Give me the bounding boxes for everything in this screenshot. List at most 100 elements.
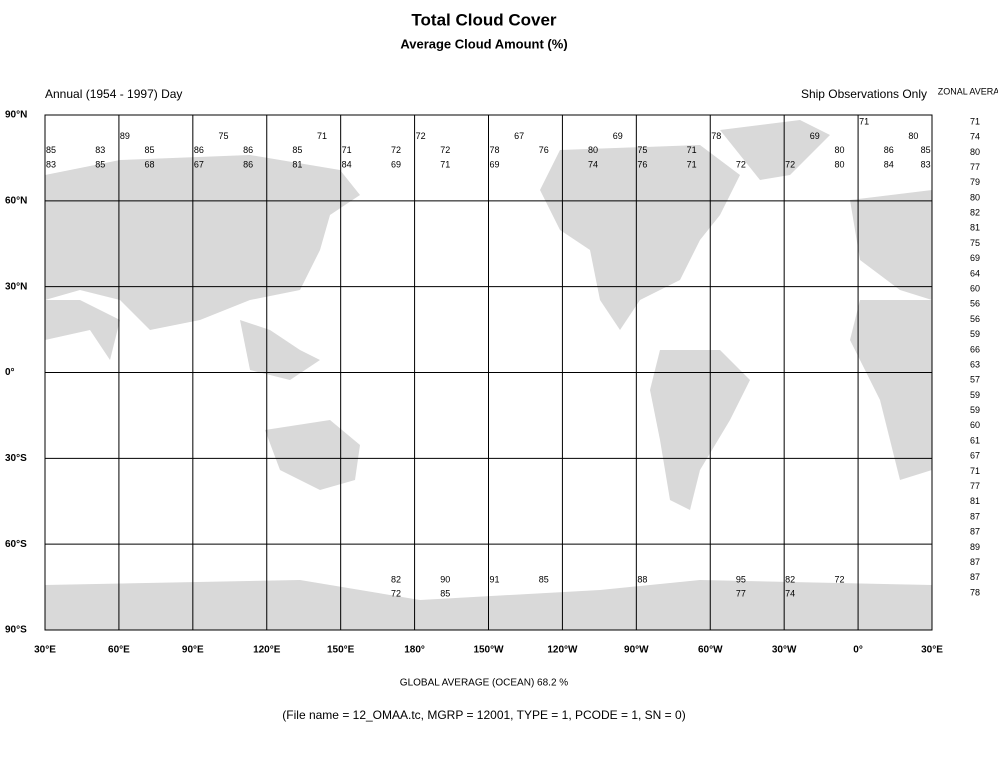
cell-value: 80	[588, 145, 598, 155]
cell-value: 68	[145, 159, 155, 169]
cell-value: 74	[588, 159, 598, 169]
cell-value: 69	[490, 159, 500, 169]
zonal-value: 59	[970, 329, 980, 339]
cell-value: 85	[145, 145, 155, 155]
x-tick-label: 90°E	[182, 645, 204, 656]
zonal-value: 74	[970, 132, 980, 142]
period-label: Annual (1954 - 1997) Day	[45, 87, 182, 101]
cell-value: 80	[834, 159, 844, 169]
footer: GLOBAL AVERAGE (OCEAN) 68.2 %	[400, 678, 569, 689]
y-tick-label: 60°S	[5, 539, 27, 550]
y-tick-label: 30°S	[5, 453, 27, 464]
cell-value: 72	[834, 574, 844, 584]
zonal-value: 75	[970, 238, 980, 248]
cell-value: 84	[342, 159, 352, 169]
source-label: Ship Observations Only	[801, 87, 927, 101]
x-tick-label: 120°E	[253, 645, 281, 656]
zonal-value: 82	[970, 208, 980, 218]
zonal-value: 57	[970, 375, 980, 385]
cell-value: 82	[785, 574, 795, 584]
zonal-value: 71	[970, 466, 980, 476]
cell-value: 80	[908, 131, 918, 141]
zonal-value: 67	[970, 451, 980, 461]
x-tick-label: 150°W	[473, 645, 504, 656]
cell-value: 72	[785, 159, 795, 169]
zonal-value: 77	[970, 162, 980, 172]
cell-value: 83	[95, 145, 105, 155]
zonal-value: 61	[970, 435, 980, 445]
zonal-value: 71	[970, 116, 980, 126]
cell-value: 75	[218, 131, 228, 141]
zonal-value: 56	[970, 299, 980, 309]
cell-value: 72	[391, 589, 401, 599]
cell-value: 69	[391, 159, 401, 169]
cell-value: 86	[884, 145, 894, 155]
cell-value: 88	[637, 574, 647, 584]
zonal-value: 80	[970, 192, 980, 202]
cell-value: 72	[736, 159, 746, 169]
zonal-value: 56	[970, 314, 980, 324]
x-tick-label: 150°E	[327, 645, 355, 656]
zonal-value: 79	[970, 177, 980, 187]
zonal-value: 77	[970, 481, 980, 491]
cell-value: 72	[416, 131, 426, 141]
cell-value: 90	[440, 574, 450, 584]
cell-value: 69	[613, 131, 623, 141]
file-info: (File name = 12_OMAA.tc, MGRP = 12001, T…	[282, 708, 685, 722]
zonal-value: 81	[970, 223, 980, 233]
cell-value: 71	[687, 145, 697, 155]
cell-value: 67	[514, 131, 524, 141]
zonal-value: 59	[970, 405, 980, 415]
cell-value: 78	[711, 131, 721, 141]
cell-value: 71	[317, 131, 327, 141]
cell-value: 89	[120, 131, 130, 141]
cell-value: 86	[243, 145, 253, 155]
zonal-value: 60	[970, 420, 980, 430]
cell-value: 85	[46, 145, 56, 155]
cell-value: 85	[440, 589, 450, 599]
cell-value: 71	[687, 159, 697, 169]
cell-value: 80	[834, 145, 844, 155]
y-tick-label: 90°N	[5, 110, 27, 121]
cell-value: 78	[490, 145, 500, 155]
cell-value: 67	[194, 159, 204, 169]
cell-value: 71	[859, 117, 869, 127]
x-tick-label: 0°	[853, 645, 863, 656]
cell-value: 83	[921, 159, 931, 169]
x-tick-label: 30°E	[921, 645, 943, 656]
chart-title: Total Cloud Cover	[411, 10, 557, 29]
x-tick-label: 60°E	[108, 645, 130, 656]
zonal-value: 60	[970, 284, 980, 294]
zonal-value: 78	[970, 587, 980, 597]
cell-value: 74	[785, 589, 795, 599]
zonal-value: 64	[970, 268, 980, 278]
cell-value: 84	[884, 159, 894, 169]
x-tick-label: 30°W	[772, 645, 797, 656]
zonal-value: 59	[970, 390, 980, 400]
zonal-value: 81	[970, 496, 980, 506]
cell-value: 76	[539, 145, 549, 155]
cell-value: 81	[292, 159, 302, 169]
zonal-value: 89	[970, 542, 980, 552]
cell-value: 77	[736, 589, 746, 599]
cell-value: 86	[243, 159, 253, 169]
cell-value: 85	[539, 574, 549, 584]
zonal-value: 69	[970, 253, 980, 263]
y-tick-label: 90°S	[5, 625, 27, 636]
y-tick-label: 0°	[5, 367, 15, 378]
cell-value: 71	[342, 145, 352, 155]
zonal-value: 80	[970, 147, 980, 157]
cell-value: 83	[46, 159, 56, 169]
cell-value: 85	[921, 145, 931, 155]
y-tick-label: 60°N	[5, 195, 27, 206]
x-tick-label: 90°W	[624, 645, 649, 656]
x-tick-label: 120°W	[547, 645, 578, 656]
x-tick-label: 180°	[404, 645, 425, 656]
cell-value: 91	[490, 574, 500, 584]
chart-subtitle: Average Cloud Amount (%)	[400, 36, 567, 51]
zonal-value: 66	[970, 344, 980, 354]
cell-value: 76	[637, 159, 647, 169]
cell-value: 69	[810, 131, 820, 141]
y-tick-label: 30°N	[5, 281, 27, 292]
